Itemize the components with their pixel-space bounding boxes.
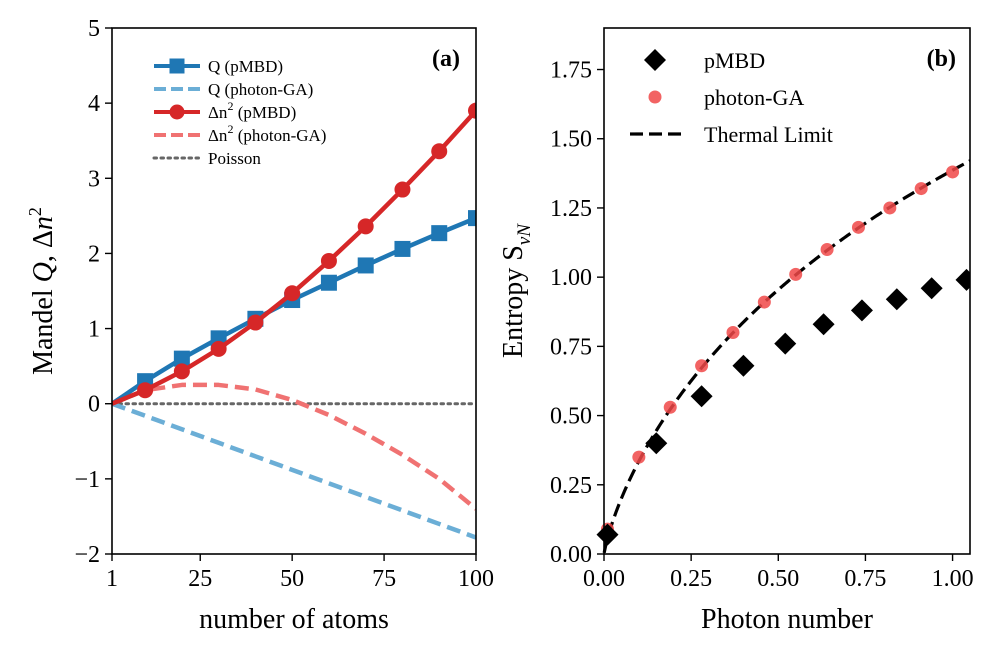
panel-b-pmbd-point — [920, 277, 943, 300]
panel-a-y-tick-label: 1 — [88, 317, 100, 343]
panel-a-point-2 — [468, 102, 476, 119]
panel-b-y-tick-label: 1.75 — [550, 58, 592, 84]
panel-a-legend-marker-0 — [169, 58, 185, 74]
panel-b-pmbd-point — [732, 354, 755, 377]
panel-b-y-tick-label: 0.00 — [550, 542, 592, 568]
panel-a-point-2 — [137, 382, 154, 399]
panel-b-photon-ga-point — [757, 295, 771, 309]
panel-a-legend-label-4: Poisson — [208, 149, 261, 168]
panel-a-y-tick-label: 4 — [88, 91, 100, 117]
panel-b-legend: pMBD photon-GA Thermal Limit — [630, 48, 833, 147]
panel-a-x-tick-label: 50 — [280, 566, 304, 592]
panel-b-legend-marker-0 — [644, 49, 666, 71]
panel-b-x-tick-label: 0.00 — [583, 566, 625, 592]
panel-b-pmbd-point — [955, 268, 970, 291]
panel-a-y-tick-label: 5 — [88, 16, 100, 42]
panel-a-chart: 1 25 50 75 100 −2 −1 0 1 2 3 4 5 number of atoms Man… — [25, 16, 494, 635]
panel-b-pmbd-point — [850, 299, 873, 322]
panel-a-y-tick-label: −2 — [74, 542, 100, 568]
panel-a-point-2 — [284, 285, 301, 302]
panel-b-x-tick-label: 1.00 — [932, 566, 974, 592]
panel-a-point-2 — [247, 314, 264, 331]
panel-b-thermal-limit-curve — [602, 158, 970, 554]
panel-a-point-0 — [394, 240, 411, 257]
panel-b-legend-marker-1 — [648, 90, 662, 104]
panel-a-point-0 — [431, 225, 448, 242]
panel-a-x-axis-label: number of atoms — [199, 604, 389, 635]
panel-b-series-group — [596, 158, 970, 554]
panel-a-x-tick-label: 75 — [372, 566, 396, 592]
panel-b-pmbd-point — [812, 313, 835, 336]
panel-b-photon-ga-point — [695, 359, 709, 373]
panel-b-x-tick-label: 0.75 — [844, 566, 886, 592]
panel-a-point-2 — [431, 143, 448, 160]
panel-b-legend-label-0: pMBD — [704, 48, 765, 73]
panel-b-photon-ga-point — [946, 165, 960, 179]
panel-a-legend-label-3: Δn2 (photon-GA) — [208, 122, 326, 145]
panel-a-point-0 — [173, 350, 190, 367]
panel-a-series-line-0 — [112, 216, 476, 406]
panel-b-photon-ga-point — [726, 326, 740, 340]
panel-a-x-tick-label: 1 — [106, 566, 118, 592]
panel-a-y-axis-label: Mandel Q, Δn2 — [25, 207, 59, 375]
panel-a-legend-label-0: Q (pMBD) — [208, 57, 283, 76]
panel-a-legend-label-1: Q (photon-GA) — [208, 80, 313, 99]
panel-a-series-line-2 — [112, 109, 476, 406]
panel-a-point-2 — [357, 218, 374, 235]
panel-a-point-2 — [173, 363, 190, 380]
panel-a-point-0 — [468, 210, 476, 227]
panel-a-y-tick-label: 3 — [88, 166, 100, 192]
panel-b-chart: 0.00 0.25 0.50 0.75 1.00 0.00 0.25 0.50 0.75 1.00… — [498, 27, 974, 635]
panel-a-y-tick-label: 0 — [88, 392, 100, 418]
panel-b-x-tick-label: 0.25 — [670, 566, 712, 592]
panel-b-x-tick-label: 0.50 — [757, 566, 799, 592]
panel-a-legend-marker-2 — [169, 104, 185, 120]
panel-b-pmbd-point — [774, 332, 797, 355]
panel-b-legend-label-2: Thermal Limit — [704, 122, 833, 147]
panel-b-tag: (b) — [927, 46, 956, 72]
panel-b-y-axis-label: Entropy SvN — [498, 223, 535, 358]
panel-b-y-tick-label: 0.25 — [550, 473, 592, 499]
panel-b-y-tick-label: 1.50 — [550, 127, 592, 153]
panel-b-axes-frame — [603, 27, 971, 555]
panel-a-point-2 — [394, 181, 411, 198]
panel-b-photon-ga-point — [914, 182, 928, 196]
panel-a-point-2 — [210, 340, 227, 357]
panel-a-x-tick-label: 25 — [188, 566, 212, 592]
panel-a-point-2 — [320, 252, 337, 269]
panel-b-pmbd-point — [885, 288, 908, 311]
panel-b-y-tick-label: 1.25 — [550, 196, 592, 222]
panel-b-photon-ga-point — [789, 267, 803, 281]
panel-a-legend-label-2: Δn2 (pMBD) — [208, 99, 296, 122]
panel-b-photon-ga-point — [883, 201, 897, 215]
panel-a-series-line-3 — [112, 382, 476, 511]
panel-b-pmbd-point — [596, 523, 619, 546]
panel-b-pmbd-point — [645, 432, 668, 455]
panel-b-photon-ga-point — [663, 400, 677, 414]
panel-a-series-line-1 — [112, 401, 476, 540]
panel-a-y-tick-label: 2 — [88, 241, 100, 267]
panel-b-photon-ga-point — [851, 220, 865, 234]
panel-a-x-tick-label: 100 — [458, 566, 494, 592]
panel-b-legend-label-1: photon-GA — [704, 85, 804, 110]
panel-b-x-axis-label: Photon number — [701, 604, 874, 635]
panel-a-point-0 — [320, 274, 337, 291]
panel-b-y-tick-label: 0.75 — [550, 334, 592, 360]
panel-a-legend: Q (pMBD) Q (photon-GA)Δn2 (pMBD)Δn2 (phot… — [152, 57, 326, 168]
panel-a-point-0 — [357, 257, 374, 274]
panel-b-y-tick-label: 1.00 — [550, 265, 592, 291]
panel-a-series-group — [112, 102, 476, 540]
panel-a-tag: (a) — [432, 46, 460, 72]
panel-a-y-tick-label: −1 — [74, 467, 100, 493]
panel-b-photon-ga-point — [820, 242, 834, 256]
panel-b-y-tick-label: 0.50 — [550, 404, 592, 430]
panel-b-pmbd-point — [690, 385, 713, 408]
panel-a-axes-frame — [111, 27, 477, 555]
panel-b-photon-ga-point — [632, 450, 646, 464]
